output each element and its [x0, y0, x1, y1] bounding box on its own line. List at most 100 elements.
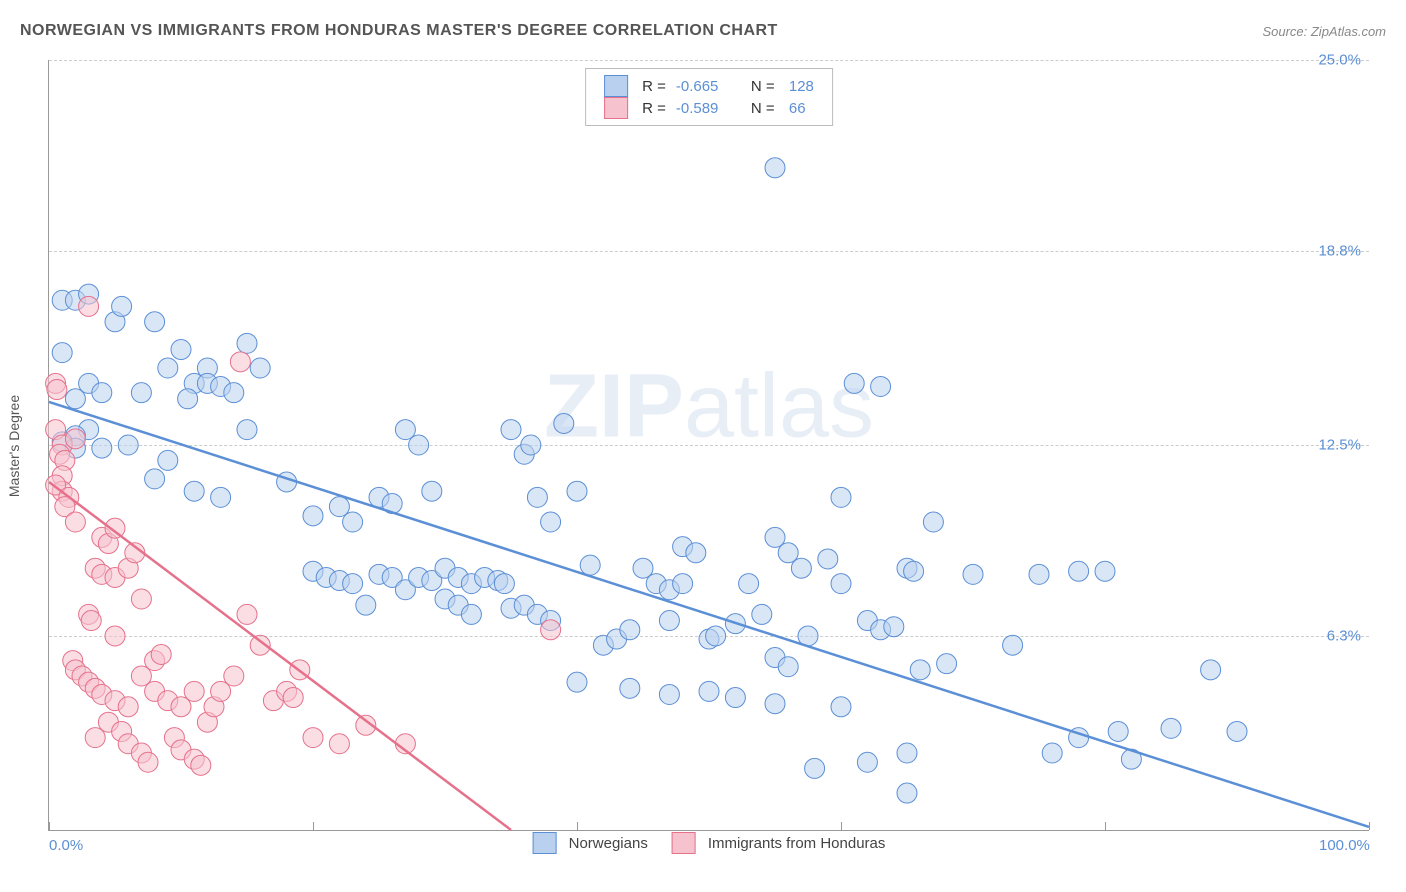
xtick-mark	[1105, 822, 1106, 830]
data-point	[1227, 721, 1247, 741]
legend-n-value: 128	[785, 78, 814, 95]
data-point	[501, 420, 521, 440]
data-point	[910, 660, 930, 680]
data-point	[884, 617, 904, 637]
data-point	[184, 681, 204, 701]
data-point	[52, 343, 72, 363]
source-text: Source: ZipAtlas.com	[1262, 24, 1386, 39]
data-point	[356, 595, 376, 615]
data-point	[118, 697, 138, 717]
data-point	[857, 752, 877, 772]
data-point	[567, 481, 587, 501]
data-point	[138, 752, 158, 772]
data-point	[580, 555, 600, 575]
data-point	[923, 512, 943, 532]
data-point	[92, 383, 112, 403]
series-legend-label: Norwegians	[569, 835, 648, 852]
data-point	[831, 574, 851, 594]
xtick-mark	[313, 822, 314, 830]
data-point	[409, 435, 429, 455]
data-point	[224, 666, 244, 686]
trend-line	[49, 482, 511, 830]
data-point	[527, 487, 547, 507]
data-point	[237, 333, 257, 353]
xtick-mark	[49, 822, 50, 830]
data-point	[1042, 743, 1062, 763]
data-point	[620, 620, 640, 640]
legend-r-label: R =	[642, 78, 666, 95]
data-point	[831, 487, 851, 507]
data-point	[329, 734, 349, 754]
data-point	[230, 352, 250, 372]
data-point	[171, 340, 191, 360]
xtick-mark	[577, 822, 578, 830]
data-point	[765, 694, 785, 714]
stats-legend-row: R = -0.589 N = 66	[604, 97, 814, 119]
data-point	[725, 688, 745, 708]
data-point	[343, 512, 363, 532]
data-point	[112, 296, 132, 316]
data-point	[237, 604, 257, 624]
data-point	[659, 611, 679, 631]
xtick-mark	[841, 822, 842, 830]
data-point	[765, 158, 785, 178]
data-point	[791, 558, 811, 578]
data-point	[283, 688, 303, 708]
series-legend-label: Immigrants from Honduras	[708, 835, 886, 852]
data-point	[158, 358, 178, 378]
data-point	[105, 518, 125, 538]
data-point	[937, 654, 957, 674]
data-point	[541, 620, 561, 640]
data-point	[778, 657, 798, 677]
data-point	[897, 783, 917, 803]
data-point	[844, 373, 864, 393]
data-point	[659, 684, 679, 704]
data-point	[1108, 721, 1128, 741]
data-point	[494, 574, 514, 594]
data-point	[831, 697, 851, 717]
series-legend: Norwegians Immigrants from Honduras	[533, 832, 886, 854]
data-point	[191, 755, 211, 775]
data-point	[118, 435, 138, 455]
data-point	[461, 604, 481, 624]
data-point	[521, 435, 541, 455]
plot-area: ZIPatlas 6.3%12.5%18.8%25.0% R = -0.665 …	[48, 60, 1369, 831]
legend-n-value: 66	[785, 100, 806, 117]
data-point	[178, 389, 198, 409]
xtick-label: 100.0%	[1319, 837, 1370, 854]
data-point	[1095, 561, 1115, 581]
data-point	[805, 758, 825, 778]
series-legend-item: Norwegians	[533, 832, 648, 854]
legend-swatch	[533, 832, 557, 854]
data-point	[554, 413, 574, 433]
data-point	[250, 358, 270, 378]
data-point	[303, 728, 323, 748]
stats-legend-row: R = -0.665 N = 128	[604, 75, 814, 97]
data-point	[303, 506, 323, 526]
xtick-label: 0.0%	[49, 837, 83, 854]
data-point	[422, 481, 442, 501]
data-point	[897, 743, 917, 763]
data-point	[686, 543, 706, 563]
data-point	[79, 296, 99, 316]
data-point	[92, 438, 112, 458]
legend-n-label: N =	[751, 78, 775, 95]
legend-n-label: N =	[751, 100, 775, 117]
legend-r-label: R =	[642, 100, 666, 117]
yaxis-label: Master's Degree	[6, 395, 22, 497]
data-point	[1161, 718, 1181, 738]
data-point	[158, 450, 178, 470]
data-point	[567, 672, 587, 692]
data-point	[620, 678, 640, 698]
legend-swatch	[604, 97, 628, 119]
data-point	[131, 383, 151, 403]
chart-title: NORWEGIAN VS IMMIGRANTS FROM HONDURAS MA…	[20, 22, 778, 40]
data-point	[224, 383, 244, 403]
data-point	[699, 681, 719, 701]
data-point	[673, 574, 693, 594]
chart-svg	[49, 60, 1369, 830]
data-point	[131, 589, 151, 609]
data-point	[151, 644, 171, 664]
stats-legend: R = -0.665 N = 128R = -0.589 N = 66	[585, 68, 833, 126]
data-point	[184, 481, 204, 501]
